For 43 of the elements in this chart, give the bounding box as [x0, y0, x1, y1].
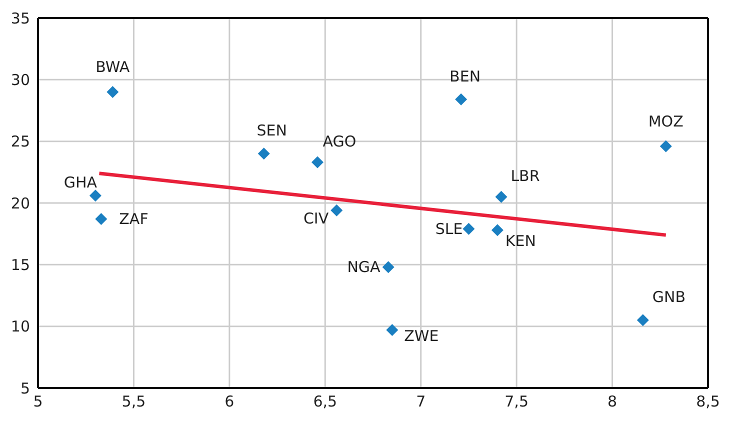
point	[95, 213, 108, 226]
data-label: BWA	[96, 58, 130, 76]
point	[636, 314, 649, 326]
point	[106, 86, 119, 98]
x-tick-label: 7,5	[504, 392, 528, 411]
data-label: AGO	[322, 132, 356, 150]
x-tick-label: 5	[33, 392, 43, 411]
y-tick-label: 25	[10, 132, 30, 151]
point	[330, 204, 343, 216]
data-label: BEN	[450, 67, 481, 86]
data-label: MOZ	[648, 112, 684, 130]
y-tick-label: 15	[10, 256, 30, 274]
y-tick-label: 5	[20, 379, 30, 398]
y-tick-label: 30	[10, 70, 30, 89]
data-label: SEN	[256, 122, 288, 140]
x-tick-label: 8	[608, 392, 618, 411]
y-tick-label: 20	[10, 194, 30, 212]
data-label: GNB	[652, 288, 686, 306]
x-tick-label: 7	[416, 392, 426, 411]
point	[89, 190, 102, 202]
point	[491, 224, 504, 236]
point	[386, 324, 398, 336]
point	[258, 148, 270, 160]
point	[455, 93, 468, 106]
data-label: LBR	[510, 166, 540, 185]
data-label: GHA	[64, 174, 98, 192]
data-label: SLE	[435, 220, 463, 238]
data-label: CIV	[303, 209, 330, 228]
x-tick-label: 5,5	[122, 392, 146, 411]
point	[495, 190, 508, 203]
data-label: NGA	[347, 258, 382, 276]
y-tick-label: 10	[10, 318, 30, 336]
data-label: KEN	[505, 232, 536, 250]
x-tick-label: 8,5	[696, 392, 720, 411]
point	[462, 222, 475, 235]
point	[311, 156, 324, 168]
x-tick-label: 6	[224, 392, 234, 411]
data-label: ZAF	[119, 210, 148, 228]
point	[660, 140, 672, 152]
data-label: ZWE	[404, 327, 439, 346]
y-tick-label: 35	[10, 9, 30, 28]
point	[382, 261, 394, 274]
x-tick-label: 6,5	[313, 392, 338, 411]
